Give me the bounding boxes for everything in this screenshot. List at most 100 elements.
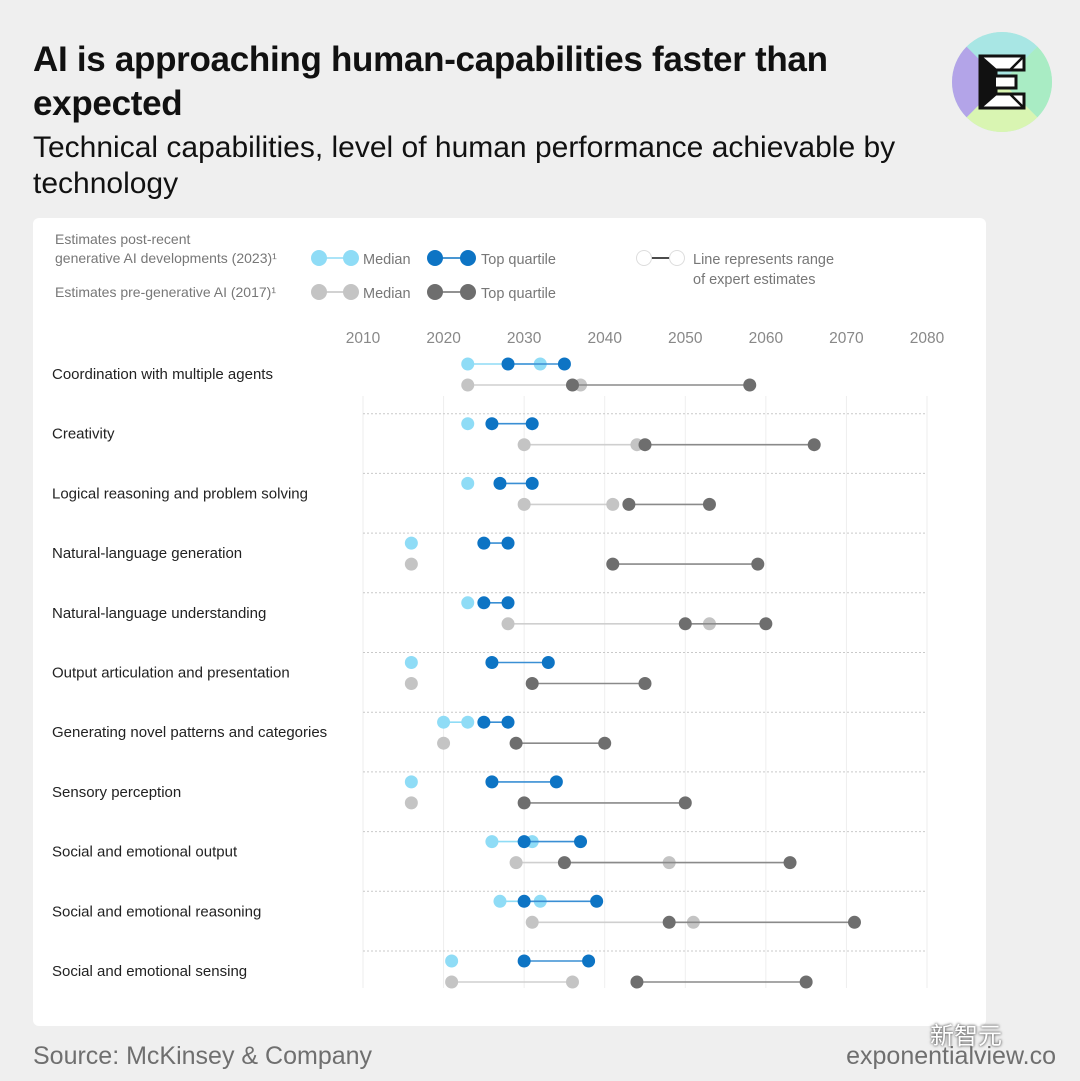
est2023-median-dot — [461, 476, 475, 490]
legend-2023-top-dot — [460, 250, 476, 266]
est2023-top-dot — [501, 715, 515, 729]
est2017-top-dot — [743, 378, 757, 392]
legend-2017-top-label: Top quartile — [481, 286, 556, 302]
est2017-top-dot — [702, 497, 716, 511]
est2017-median-dot — [404, 796, 418, 810]
est2017-top-dot — [509, 736, 523, 750]
est2023-top-dot — [493, 476, 507, 490]
est2017-median-dot — [461, 378, 475, 392]
legend-2023-top-dot — [427, 250, 443, 266]
row-label: Output articulation and presentation — [52, 665, 290, 682]
row-label: Natural-language understanding — [52, 605, 266, 622]
est2023-median-dot — [437, 715, 451, 729]
est2017-top-dot — [557, 856, 571, 870]
x-tick-label: 2050 — [668, 330, 703, 347]
legend-range-note: Line represents range — [693, 252, 834, 268]
est2023-top-dot — [477, 596, 491, 610]
est2017-top-dot — [638, 677, 652, 690]
est2023-median-dot — [461, 715, 475, 729]
est2023-top-dot — [517, 835, 531, 849]
est2023-median-dot — [404, 656, 418, 669]
row-label: Social and emotional output — [52, 844, 238, 861]
est2023-median-dot — [461, 357, 475, 371]
row-label: Creativity — [52, 426, 115, 443]
est2017-top-dot — [517, 796, 531, 810]
est2017-top-dot — [565, 378, 579, 392]
x-tick-label: 2080 — [910, 330, 945, 347]
est2017-top-dot — [807, 438, 821, 452]
legend-2017-label: Estimates pre-generative AI (2017)¹ — [55, 284, 276, 300]
legend-range-note: of expert estimates — [693, 272, 816, 288]
est2017-median-dot — [517, 438, 531, 452]
legend-range-dot — [636, 250, 652, 266]
row-label: Logical reasoning and problem solving — [52, 485, 308, 502]
est2017-top-dot — [799, 975, 813, 989]
est2023-median-dot — [404, 536, 418, 550]
legend-2023-median-dot — [311, 250, 327, 266]
row-label: Generating novel patterns and categories — [52, 724, 327, 741]
est2023-top-dot — [525, 476, 539, 490]
row-label: Coordination with multiple agents — [52, 366, 273, 383]
est2017-median-dot — [525, 915, 539, 929]
legend-2023-median-dot — [343, 250, 359, 266]
est2023-median-dot — [461, 417, 475, 431]
est2017-median-dot — [404, 557, 418, 571]
row-label: Natural-language generation — [52, 545, 242, 562]
est2023-top-dot — [590, 894, 604, 908]
est2023-top-dot — [477, 536, 491, 550]
est2023-top-dot — [582, 954, 596, 968]
est2023-top-dot — [574, 835, 588, 849]
est2017-top-dot — [783, 856, 797, 870]
est2017-top-dot — [525, 677, 539, 690]
x-tick-label: 2060 — [749, 330, 784, 347]
est2023-top-dot — [477, 715, 491, 729]
est2017-top-dot — [638, 438, 652, 452]
site-link[interactable]: exponentialview.co — [846, 1042, 1056, 1070]
est2017-median-dot — [437, 736, 451, 750]
est2017-top-dot — [606, 557, 620, 571]
est2017-median-dot — [509, 856, 523, 870]
exponential-view-e-logo-icon — [952, 32, 1052, 132]
est2023-median-dot — [485, 835, 499, 849]
row-label: Sensory perception — [52, 784, 181, 801]
est2017-top-dot — [751, 557, 765, 571]
est2023-top-dot — [525, 417, 539, 431]
est2023-top-dot — [557, 357, 571, 371]
page-title: AI is approaching human-capabilities fas… — [33, 40, 828, 123]
legend-2023-median-label: Median — [363, 252, 411, 268]
x-tick-label: 2030 — [507, 330, 542, 347]
x-tick-label: 2010 — [346, 330, 381, 347]
est2017-median-dot — [517, 497, 531, 511]
est2017-median-dot — [501, 617, 515, 631]
legend-2017-median-label: Median — [363, 286, 411, 302]
est2023-top-dot — [485, 417, 499, 431]
est2023-top-dot — [485, 775, 499, 789]
est2023-top-dot — [485, 656, 499, 669]
est2023-top-dot — [501, 357, 515, 371]
est2017-top-dot — [678, 796, 692, 810]
legend-2023-label: generative AI developments (2023)¹ — [55, 250, 277, 266]
est2017-median-dot — [445, 975, 459, 989]
est2017-median-dot — [606, 497, 620, 511]
est2017-median-dot — [565, 975, 579, 989]
row-label: Social and emotional sensing — [52, 963, 247, 980]
legend-2017-top-dot — [460, 284, 476, 300]
est2023-median-dot — [445, 954, 459, 968]
est2023-top-dot — [541, 656, 555, 669]
est2017-top-dot — [678, 617, 692, 631]
est2017-top-dot — [759, 617, 773, 631]
est2023-top-dot — [501, 596, 515, 610]
legend-2017-median-dot — [311, 284, 327, 300]
legend-range-dot — [669, 250, 685, 266]
est2023-top-dot — [517, 894, 531, 908]
legend-2023-label: Estimates post-recent — [55, 231, 190, 247]
est2017-top-dot — [662, 915, 676, 929]
est2023-top-dot — [501, 536, 515, 550]
legend-2023-top-label: Top quartile — [481, 252, 556, 268]
source-note: Source: McKinsey & Company — [33, 1042, 373, 1070]
wechat-watermark: 新智元 — [930, 1022, 1002, 1050]
dumbbell-chart: Estimates post-recent generative AI devel… — [52, 231, 945, 989]
est2017-median-dot — [404, 677, 418, 690]
est2023-median-dot — [461, 596, 475, 610]
x-tick-label: 2070 — [829, 330, 864, 347]
